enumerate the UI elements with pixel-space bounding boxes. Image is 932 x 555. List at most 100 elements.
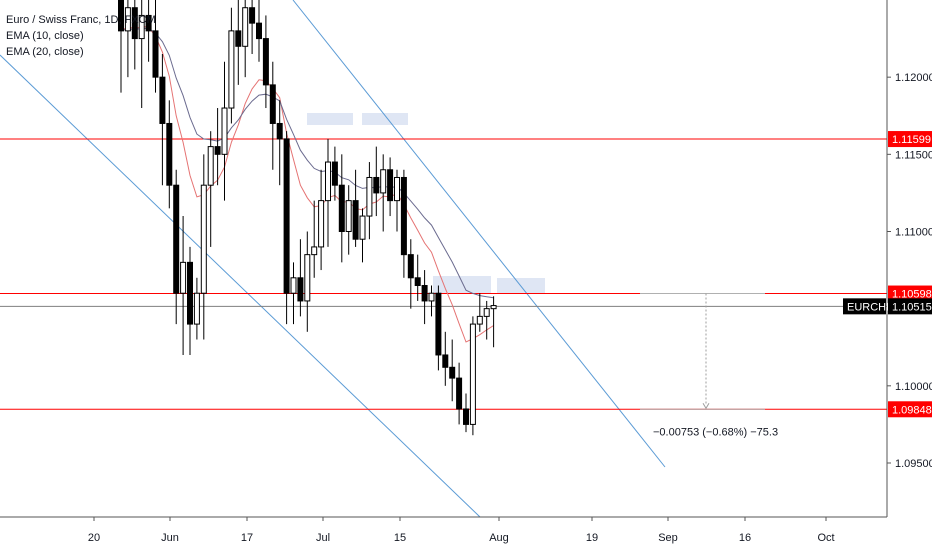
candle <box>276 100 283 186</box>
candle-body <box>159 76 166 124</box>
candle-body <box>456 377 463 410</box>
candle-body <box>463 408 469 425</box>
candle-body <box>124 7 131 32</box>
x-tick-label: Jul <box>316 532 330 544</box>
measurement-tool: −0.00753 (−0.68%) −75.3 <box>640 293 778 438</box>
candle <box>449 339 456 402</box>
y-tick-label: 1.11500 <box>895 149 932 161</box>
candle-body <box>325 161 331 202</box>
last-price-badge-label: 1.10515 <box>892 301 932 313</box>
candle <box>152 0 159 93</box>
symbol-badge-bg <box>843 298 886 315</box>
candle-body <box>380 169 387 194</box>
candle <box>456 362 463 425</box>
candle-body <box>118 0 124 32</box>
trend-channel <box>0 0 666 518</box>
candle <box>200 154 207 340</box>
candle <box>366 162 373 240</box>
candle-body <box>297 277 304 302</box>
candle <box>193 277 200 340</box>
candle-body <box>331 161 338 186</box>
candle-body <box>469 323 476 425</box>
candle-body <box>428 292 435 302</box>
candle <box>180 216 187 355</box>
candle <box>400 169 407 278</box>
candle <box>435 285 442 371</box>
last-price-badge-bg <box>888 298 932 315</box>
candle <box>414 254 421 301</box>
candle <box>476 293 483 332</box>
candle <box>387 157 394 217</box>
candle-body <box>359 215 366 240</box>
candle <box>228 7 235 124</box>
x-tick-label: Jun <box>161 532 179 544</box>
y-tick-label: 1.09500 <box>895 458 932 470</box>
legend-ema20: EMA (20, close) <box>6 46 84 58</box>
candle-body <box>400 176 407 256</box>
candle <box>331 146 338 201</box>
level-price-badge: 1.11599 <box>888 131 932 148</box>
candle <box>304 231 311 332</box>
x-tick-label: 19 <box>586 532 598 544</box>
candle <box>138 0 145 109</box>
x-tick-label: 20 <box>88 532 100 544</box>
candle <box>407 239 414 309</box>
level-price-badge: 1.09848 <box>888 401 932 418</box>
ema10-line <box>120 25 494 343</box>
x-tick-label: Sep <box>658 532 678 544</box>
candle-body <box>352 200 359 240</box>
candle-body <box>249 7 256 24</box>
legend-ema10: EMA (10, close) <box>6 30 84 42</box>
channel-lower-line <box>0 54 481 518</box>
candle-body <box>421 285 428 302</box>
x-tick-label: 16 <box>739 532 751 544</box>
candle <box>221 61 228 201</box>
candle <box>118 0 124 93</box>
candle-body <box>311 246 318 256</box>
candle <box>242 0 249 78</box>
candle-body <box>152 30 159 78</box>
candle <box>352 169 359 247</box>
candle-body <box>214 146 221 155</box>
candle-body <box>138 14 145 40</box>
candle-body <box>290 277 297 294</box>
x-tick-label: 15 <box>394 532 406 544</box>
chart-legend: Euro / Swiss Franc, 1D, FXCM EMA (10, cl… <box>6 12 156 60</box>
candle <box>283 131 290 325</box>
candle <box>318 169 325 271</box>
level-badge-bg <box>888 401 932 418</box>
candle-body <box>193 292 200 325</box>
ema20-line <box>120 27 494 299</box>
measure-label: −0.00753 (−0.68%) −75.3 <box>653 426 778 438</box>
x-tick-label: Aug <box>489 532 509 544</box>
candle-body <box>483 308 490 317</box>
candle-body <box>283 138 290 294</box>
candle-body <box>276 122 283 140</box>
y-tick-label: 1.12000 <box>895 72 932 84</box>
candle <box>463 393 469 433</box>
x-tick-label: 17 <box>241 532 253 544</box>
candle-body <box>180 261 187 294</box>
candle <box>442 331 449 386</box>
candle-body <box>476 315 483 325</box>
candle-body <box>200 184 207 294</box>
candle <box>249 0 256 55</box>
candle <box>469 316 476 436</box>
candle <box>262 15 269 109</box>
candle-body <box>166 122 173 186</box>
y-tick-label: 1.11000 <box>895 226 932 238</box>
channel-upper-line <box>292 0 666 468</box>
candle <box>214 108 221 186</box>
candle <box>159 54 166 186</box>
candle-body <box>262 38 269 86</box>
candle-body <box>414 277 421 287</box>
candle <box>290 262 297 325</box>
resistance-zone <box>433 276 491 294</box>
candle-body <box>442 354 449 368</box>
candle <box>173 169 180 325</box>
resistance-zone <box>307 113 353 125</box>
candle-body <box>131 7 138 40</box>
